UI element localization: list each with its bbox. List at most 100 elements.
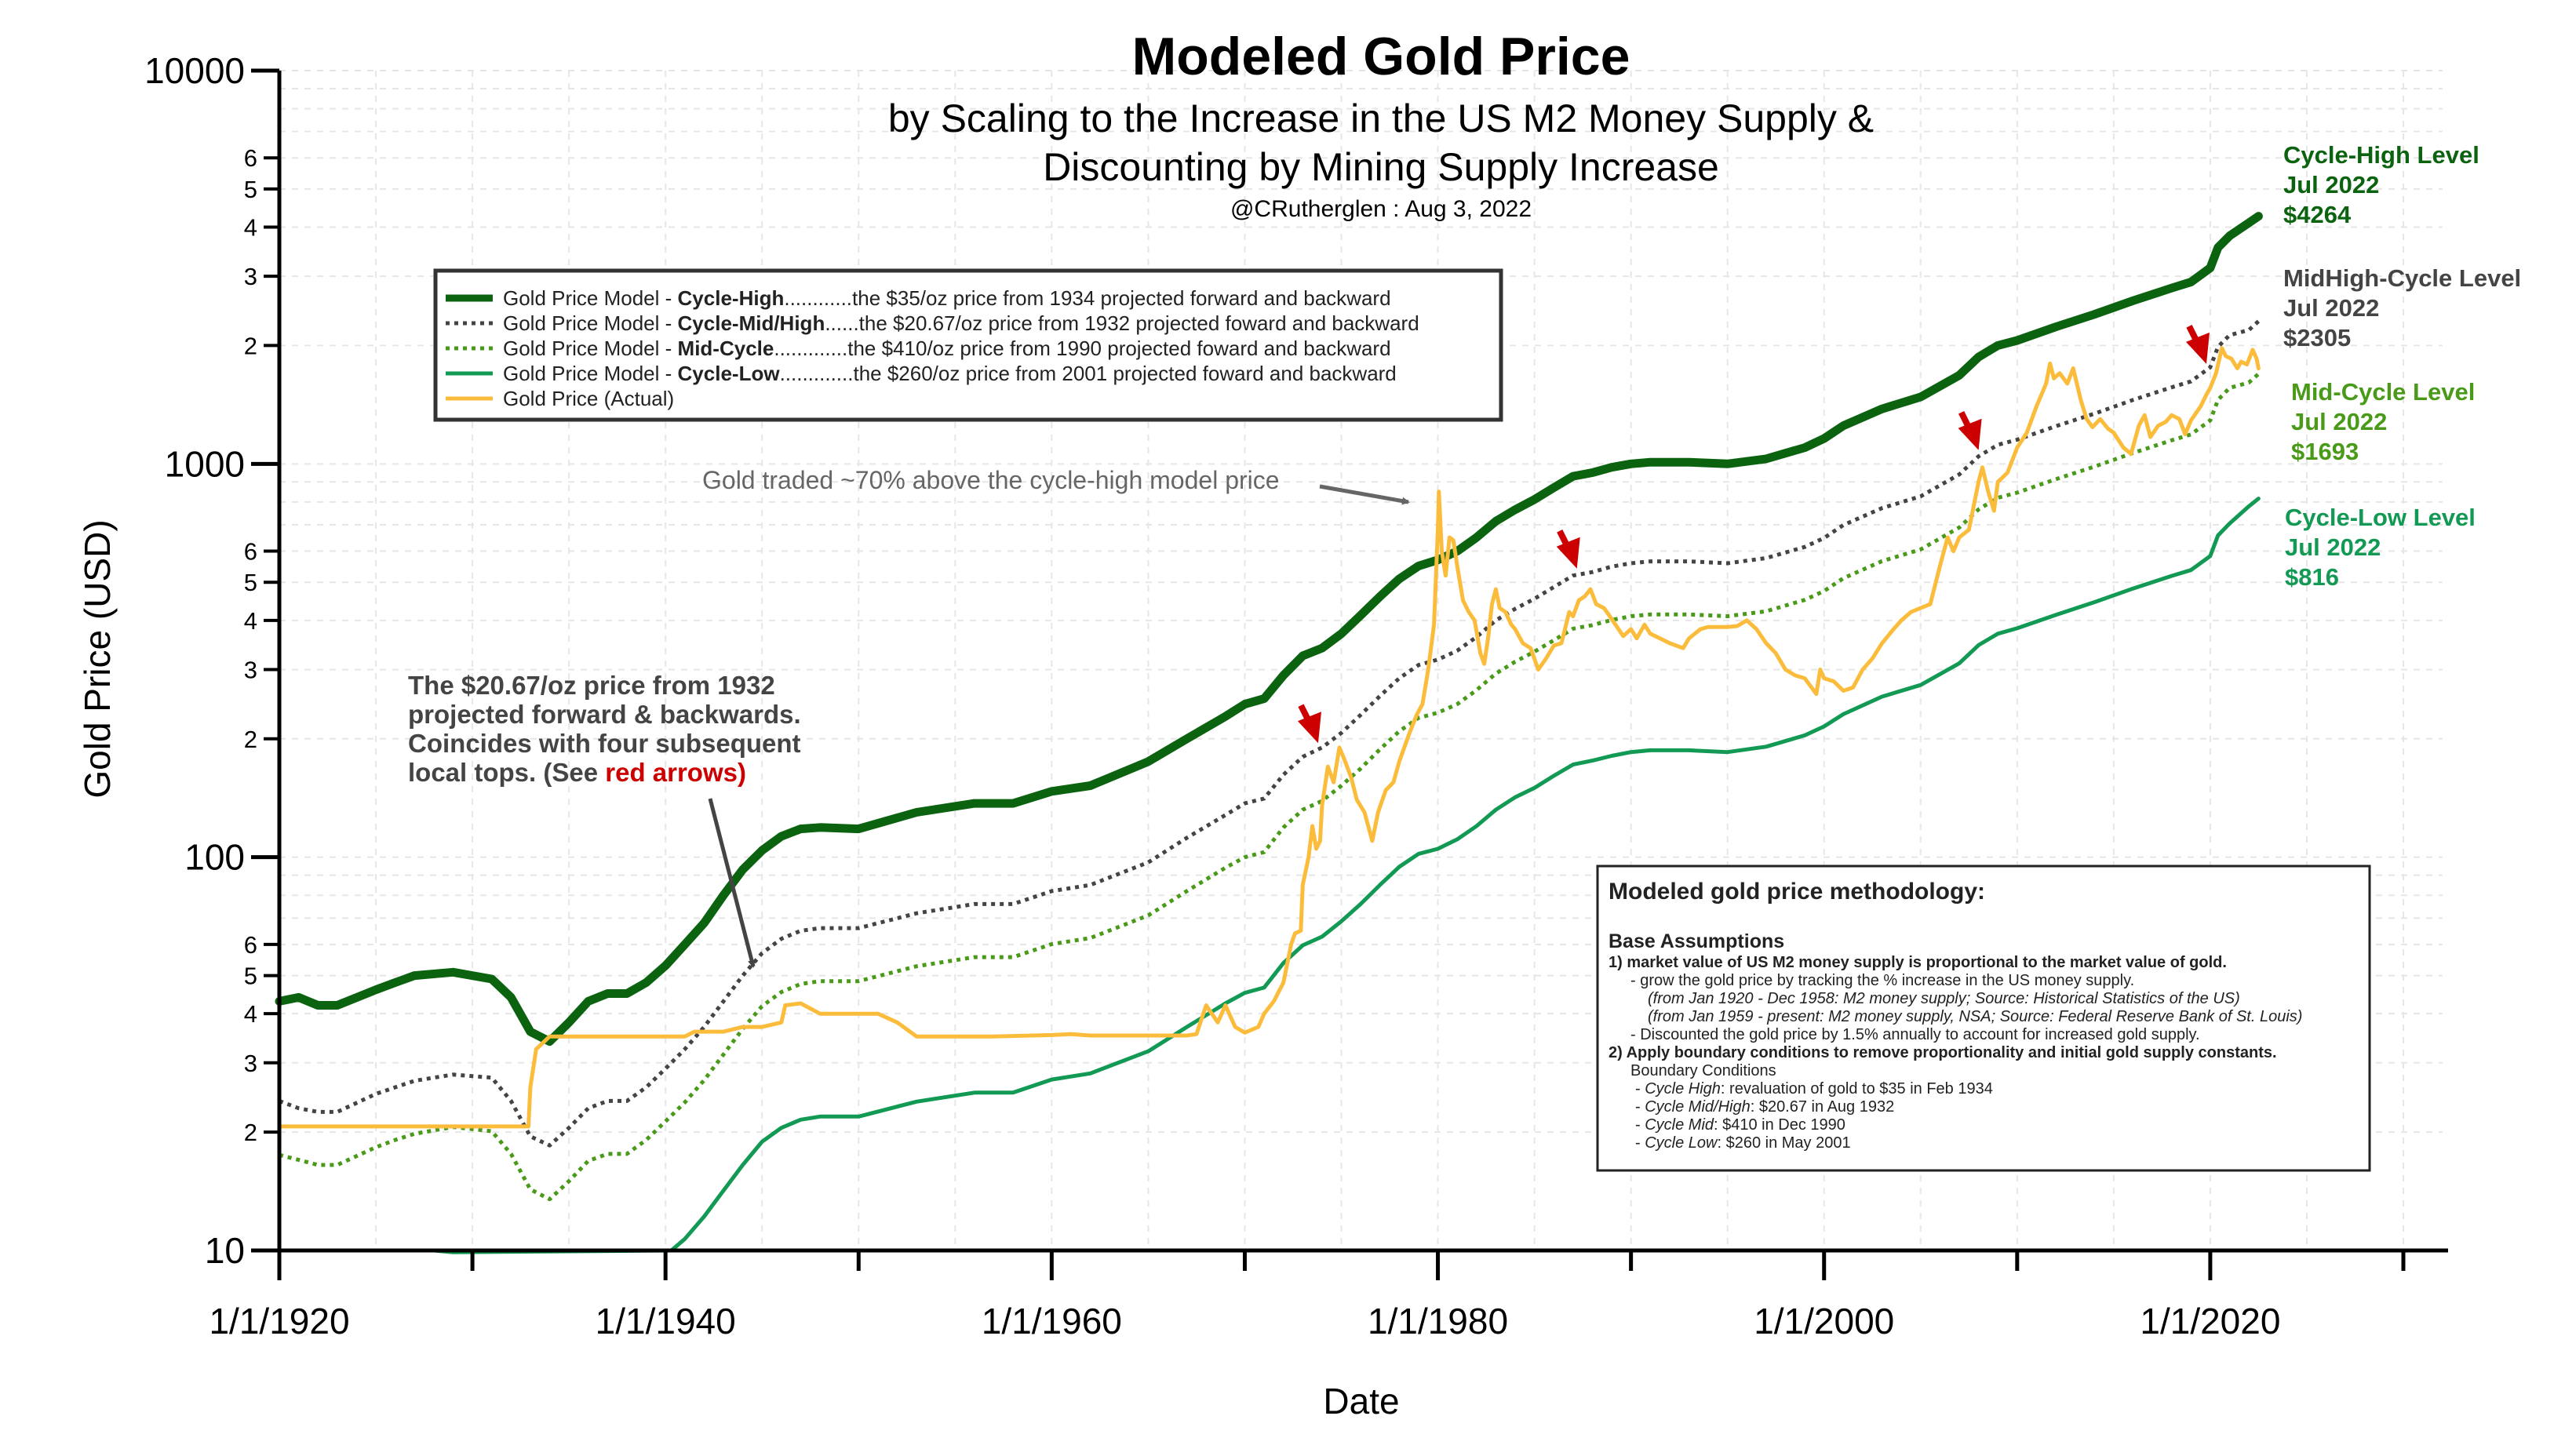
series-line-actual <box>277 346 2261 1129</box>
legend-label-low: Gold Price Model - Cycle-Low............… <box>503 362 1397 385</box>
methodology-line: - grow the gold price by tracking the % … <box>1630 972 2134 989</box>
methodology-line: (from Jan 1959 - present: M2 money suppl… <box>1648 1008 2302 1025</box>
methodology-line: 1) market value of US M2 money supply is… <box>1609 954 2227 971</box>
x-tick-label: 1/1/2000 <box>1754 1301 1894 1341</box>
methodology-line: Boundary Conditions <box>1630 1062 1776 1079</box>
y-tick-label: 6 <box>244 931 257 959</box>
y-tick-label: 100 <box>184 837 245 878</box>
methodology-text: : $410 in Dec 1990 <box>1714 1116 1845 1134</box>
y-tick-label: 2 <box>244 726 257 753</box>
red-arrow-head <box>1297 712 1321 744</box>
methodology-box: Modeled gold price methodology: Base Ass… <box>1596 864 2371 1172</box>
methodology-dash: - <box>1635 1116 1645 1134</box>
y-tick-label: 4 <box>244 607 257 635</box>
y-tick-label: 5 <box>244 963 257 990</box>
legend-box <box>433 268 1503 422</box>
methodology-text: : $20.67 in Aug 1932 <box>1751 1098 1895 1116</box>
y-axis-ticks: 10 2 3 4 5 6 100 2 3 4 5 6 1000 2 3 4 5 6 10000 <box>144 50 279 1271</box>
y-tick-label: 6 <box>244 538 257 566</box>
methodology-heading: Base Assumptions <box>1609 930 1784 952</box>
y-tick-label: 1000 <box>165 443 245 484</box>
y-tick-label: 6 <box>244 144 257 172</box>
methodology-label: Cycle Mid/High <box>1645 1098 1750 1116</box>
methodology-line: - Discounted the gold price by 1.5% annu… <box>1630 1026 2200 1043</box>
red-arrow-head <box>2185 332 2210 364</box>
legend: Gold Price Model - Cycle-High...........… <box>433 268 1503 422</box>
methodology-dash: - <box>1635 1098 1645 1116</box>
end-label-line: Cycle-High Level <box>2283 141 2479 169</box>
end-label-line: Jul 2022 <box>2285 533 2381 561</box>
series-line-midhigh <box>279 319 2261 1148</box>
legend-label-midhigh: Gold Price Model - Cycle-Mid/High......t… <box>503 311 1419 335</box>
methodology-title: Modeled gold price methodology: <box>1609 879 1985 905</box>
methodology-line: (from Jan 1920 - Dec 1958: M2 money supp… <box>1648 990 2240 1007</box>
chart-title: Modeled Gold Price <box>1132 27 1630 86</box>
y-tick-label: 2 <box>244 332 257 359</box>
red-arrow-head <box>1958 418 1982 450</box>
annotation-gold-traded-text: Gold traded ~70% above the cycle-high mo… <box>702 466 1280 494</box>
end-label-line: Cycle-Low Level <box>2285 504 2476 531</box>
legend-suffix: .............the $410/oz price from 1990… <box>774 337 1390 360</box>
legend-suffix: .............the $260/oz price from 2001… <box>780 362 1397 385</box>
end-label-line: $4264 <box>2283 201 2352 228</box>
annotation-gold-traded-arrow <box>1319 484 1410 505</box>
annotation-note-line-1: The $20.67/oz price from 1932 <box>408 671 775 700</box>
red-arrow-head <box>1556 537 1580 569</box>
methodology-label: Cycle High <box>1645 1080 1721 1097</box>
legend-bold: Cycle-Mid/High <box>678 311 825 335</box>
y-tick-label: 5 <box>244 569 257 596</box>
legend-bold: Cycle-High <box>678 286 785 310</box>
end-label-line: Mid-Cycle Level <box>2291 378 2475 406</box>
end-label-line: Jul 2022 <box>2283 171 2379 198</box>
legend-prefix: Gold Price Model - <box>503 362 678 385</box>
end-label-line: Jul 2022 <box>2291 408 2387 435</box>
methodology-label: Cycle Mid <box>1645 1116 1714 1134</box>
annotation-note-line-3: Coincides with four subsequent <box>408 729 801 758</box>
x-axis-ticks: 1/1/1920 1/1/1940 1/1/1960 1/1/1980 1/1/2000… <box>209 1250 2406 1341</box>
methodology-text: : $260 in May 2001 <box>1717 1134 1850 1152</box>
series-line-low <box>432 497 2261 1254</box>
annotation-note: The $20.67/oz price from 1932 projected … <box>408 671 801 968</box>
legend-prefix: Gold Price Model - <box>503 286 678 310</box>
chart-subtitle-line-1: by Scaling to the Increase in the US M2 … <box>888 96 1874 140</box>
annotation-note-line-4: local tops. (See red arrows) <box>408 758 746 787</box>
legend-bold: Mid-Cycle <box>678 337 774 360</box>
methodology-label: Cycle Low <box>1645 1134 1718 1152</box>
y-tick-label: 10 <box>205 1230 245 1271</box>
x-tick-label: 1/1/1920 <box>209 1301 349 1341</box>
legend-label-actual: Gold Price (Actual) <box>503 387 674 410</box>
series-lines <box>275 212 2263 1254</box>
x-tick-label: 1/1/1960 <box>982 1301 1122 1341</box>
end-label-line: MidHigh-Cycle Level <box>2283 264 2521 292</box>
y-tick-label: 10000 <box>144 50 245 91</box>
x-tick-label: 1/1/1980 <box>1368 1301 1508 1341</box>
methodology-line: - Cycle Mid/High: $20.67 in Aug 1932 <box>1635 1098 1894 1116</box>
methodology-line: - Cycle Mid: $410 in Dec 1990 <box>1635 1116 1845 1134</box>
legend-label-mid: Gold Price Model - Mid-Cycle............… <box>503 337 1391 360</box>
y-tick-label: 3 <box>244 656 257 683</box>
y-axis-label: Gold Price (USD) <box>77 519 118 798</box>
end-label-line: Jul 2022 <box>2283 294 2379 322</box>
methodology-dash: - <box>1635 1080 1645 1097</box>
y-tick-label: 3 <box>244 263 257 290</box>
annotation-note-arrow <box>708 798 756 968</box>
methodology-line: - Cycle High: revaluation of gold to $35… <box>1635 1080 1993 1097</box>
legend-label-high: Gold Price Model - Cycle-High...........… <box>503 286 1391 310</box>
methodology-line: - Cycle Low: $260 in May 2001 <box>1635 1134 1851 1152</box>
y-tick-label: 4 <box>244 1000 257 1028</box>
y-tick-label: 2 <box>244 1119 257 1146</box>
end-label-line: $1693 <box>2291 438 2359 465</box>
chart-credit: @CRutherglen : Aug 3, 2022 <box>1230 196 1532 222</box>
legend-bold: Cycle-Low <box>678 362 781 385</box>
red-arrows <box>1297 325 2210 744</box>
y-tick-label: 3 <box>244 1050 257 1077</box>
annotation-note-line-4-prefix: local tops. (See <box>408 758 605 787</box>
x-axis-label: Date <box>1323 1381 1399 1421</box>
methodology-text: : revaluation of gold to $35 in Feb 1934 <box>1721 1080 1993 1097</box>
legend-suffix: Gold Price (Actual) <box>503 387 674 410</box>
methodology-line: 2) Apply boundary conditions to remove p… <box>1609 1044 2277 1061</box>
y-tick-label: 5 <box>244 176 257 203</box>
end-label-line: $816 <box>2285 563 2339 591</box>
